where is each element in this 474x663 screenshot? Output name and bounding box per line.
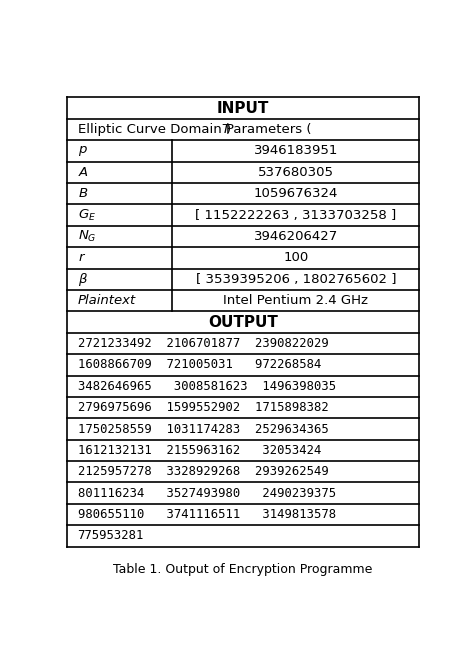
Text: 2721233492  2106701877  2390822029: 2721233492 2106701877 2390822029 <box>78 337 328 350</box>
Text: 537680305: 537680305 <box>258 166 334 179</box>
Text: 2125957278  3328929268  2939262549: 2125957278 3328929268 2939262549 <box>78 465 328 478</box>
Text: 3482646965   3008581623  1496398035: 3482646965 3008581623 1496398035 <box>78 380 336 392</box>
Text: 1059676324: 1059676324 <box>254 187 338 200</box>
Text: Plaintext: Plaintext <box>78 294 136 307</box>
Text: 100: 100 <box>283 251 309 265</box>
Text: 801116234   3527493980   2490239375: 801116234 3527493980 2490239375 <box>78 487 336 500</box>
Text: 1612132131  2155963162   32053424: 1612132131 2155963162 32053424 <box>78 444 321 457</box>
Text: 3946183951: 3946183951 <box>254 145 338 157</box>
Text: $G_E$: $G_E$ <box>78 208 96 223</box>
Text: Elliptic Curve Domain Parameters (: Elliptic Curve Domain Parameters ( <box>78 123 311 136</box>
Text: T: T <box>221 123 229 136</box>
Text: $r$: $r$ <box>78 251 86 265</box>
Text: [ 3539395206 , 1802765602 ]: [ 3539395206 , 1802765602 ] <box>196 272 396 286</box>
Text: Intel Pentium 2.4 GHz: Intel Pentium 2.4 GHz <box>223 294 368 307</box>
Text: $\beta$: $\beta$ <box>78 271 88 288</box>
Text: OUTPUT: OUTPUT <box>208 314 278 330</box>
Text: 1608866709  721005031   972268584: 1608866709 721005031 972268584 <box>78 358 321 371</box>
Text: $B$: $B$ <box>78 187 88 200</box>
Text: $p$: $p$ <box>78 144 88 158</box>
Text: 3946206427: 3946206427 <box>254 230 338 243</box>
Text: 775953281: 775953281 <box>78 530 144 542</box>
Text: 1750258559  1031174283  2529634365: 1750258559 1031174283 2529634365 <box>78 422 328 436</box>
Text: 980655110   3741116511   3149813578: 980655110 3741116511 3149813578 <box>78 508 336 521</box>
Text: INPUT: INPUT <box>217 101 269 115</box>
Text: Table 1. Output of Encryption Programme: Table 1. Output of Encryption Programme <box>113 563 373 576</box>
Text: 2796975696  1599552902  1715898382: 2796975696 1599552902 1715898382 <box>78 401 328 414</box>
Text: [ 1152222263 , 3133703258 ]: [ 1152222263 , 3133703258 ] <box>195 209 396 221</box>
Text: $A$: $A$ <box>78 166 89 179</box>
Text: ): ) <box>226 123 231 136</box>
Text: $N_G$: $N_G$ <box>78 229 96 244</box>
